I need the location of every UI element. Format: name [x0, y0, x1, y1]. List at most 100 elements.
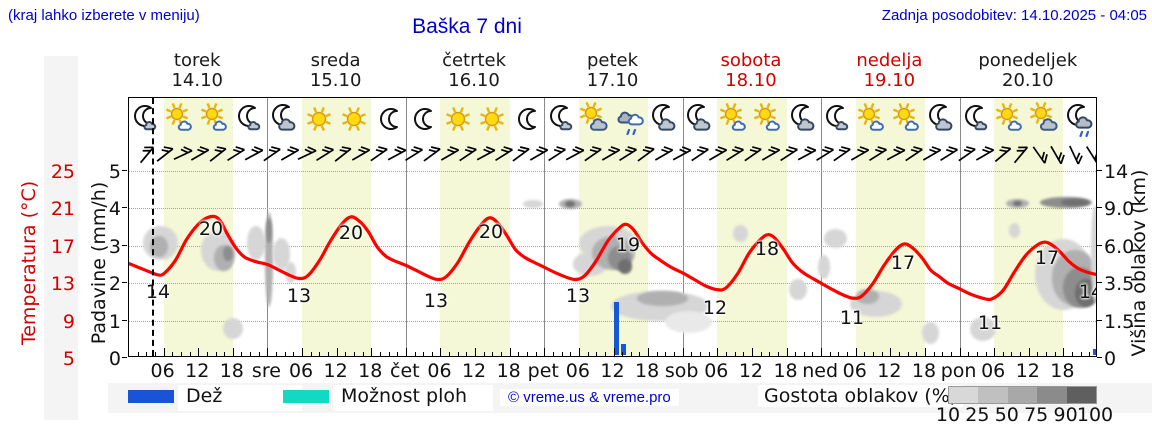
wind-barb-icon	[973, 143, 997, 167]
sun-graycloud-icon	[1028, 101, 1064, 137]
temp-tick: 17	[50, 235, 75, 258]
axis-tick	[700, 352, 702, 356]
cloud-blob	[222, 317, 243, 340]
wind-barb-icon	[991, 143, 1015, 167]
precip-tick: 4	[108, 198, 121, 221]
temp-value-label: 13	[286, 285, 312, 307]
axis-tick	[725, 352, 727, 356]
day-separator	[544, 98, 546, 356]
x-label-06: 06	[981, 360, 1006, 382]
axis-tick	[829, 352, 831, 356]
axis-tick	[570, 352, 572, 356]
axis-tick	[276, 352, 278, 356]
day-name: torek	[173, 50, 221, 71]
day-date: 18.10	[725, 70, 777, 91]
precip-tick: 3	[108, 235, 121, 258]
wind-barb-icon	[1009, 143, 1033, 167]
x-label-sob: sob	[664, 360, 699, 382]
temp-value-label: 17	[890, 252, 916, 274]
axis-tick	[985, 352, 987, 356]
moon-icon	[509, 101, 545, 137]
day-separator	[405, 98, 407, 356]
wind-barb-icon	[349, 143, 373, 167]
x-label-12: 12	[600, 360, 625, 382]
axis-tick	[838, 352, 840, 356]
day-header-sobota: sobota 18.10	[720, 51, 781, 91]
cloud-blob	[665, 311, 712, 334]
left-margin-strip	[44, 56, 78, 420]
cloud-height-tick: 3.5	[1104, 273, 1135, 296]
meteogram-plot: 14 20 13 20 13 20 13 19 12 18 11 17 11 17 14	[128, 97, 1097, 357]
cloud-height-tick: 6.0	[1104, 235, 1135, 258]
gridline	[129, 171, 1096, 172]
axis-tick	[665, 352, 667, 356]
day-name: ponedeljek	[978, 50, 1078, 71]
axis-tick	[803, 352, 805, 356]
gridline	[129, 320, 1096, 322]
temp-value-label: 14	[1078, 281, 1096, 303]
temp-tick: 5	[62, 348, 75, 370]
x-label-12: 12	[738, 360, 764, 382]
axis-tick	[526, 352, 528, 356]
x-label-18: 18	[496, 360, 521, 382]
sun-cloud-icon	[855, 101, 891, 137]
wind-barb-icon	[1062, 143, 1086, 167]
axis-tick	[284, 352, 286, 356]
x-label-06: 06	[704, 360, 729, 382]
x-label-pet: pet	[527, 360, 559, 382]
axis-tick	[414, 352, 416, 356]
x-label-18: 18	[635, 360, 660, 382]
axis-tick	[968, 352, 970, 356]
x-label-12: 12	[461, 360, 487, 382]
day-separator	[959, 98, 961, 356]
daytime-band	[163, 98, 233, 356]
day-date: 17.10	[586, 70, 639, 91]
day-header-sreda: sreda 15.10	[310, 51, 362, 91]
x-label-06: 06	[842, 360, 867, 382]
gradient-segment	[1007, 387, 1038, 403]
wind-barb-icon	[937, 143, 961, 167]
axis-tick	[206, 352, 208, 356]
cloud-blob	[855, 288, 879, 304]
wind-barb-icon	[795, 143, 819, 167]
axis-tick	[483, 352, 485, 356]
axis-tick	[552, 352, 554, 356]
sun-graycloud-icon	[578, 101, 614, 137]
axis-tick	[717, 348, 719, 356]
rain-bar	[1092, 348, 1096, 355]
axis-tick	[639, 352, 641, 356]
gridline	[129, 283, 1096, 285]
wind-barb-icon	[135, 143, 159, 167]
axis-tick	[734, 352, 736, 356]
wind-barb-icon	[920, 143, 944, 167]
axis-tick	[760, 352, 762, 356]
wind-barb-icon	[652, 143, 676, 167]
axis-tick	[423, 352, 425, 356]
x-label-06: 06	[427, 360, 452, 382]
cloud-height-tick: 0	[1104, 348, 1117, 370]
axis-tick	[777, 352, 779, 356]
cloud-blob	[969, 316, 996, 341]
axis-tick	[215, 352, 217, 356]
wind-barb-icon	[385, 143, 409, 167]
gradient-segment	[978, 387, 1009, 403]
moon-bigcloud-icon	[924, 101, 960, 137]
wind-barb-icon	[813, 143, 837, 167]
axis-tick	[864, 352, 866, 356]
x-label-12: 12	[1015, 360, 1040, 382]
cloud-blob	[1012, 200, 1022, 206]
day-name: petek	[586, 50, 639, 71]
axis-tick	[630, 352, 632, 356]
wind-barb-icon	[242, 143, 266, 167]
x-label-ned: ned	[802, 360, 839, 382]
temp-tick: 21	[50, 198, 75, 221]
axis-tick	[293, 352, 295, 356]
gridline	[129, 208, 1096, 210]
menu-hint: (kraj lahko izberete v meniju)	[8, 7, 200, 24]
axis-tick	[319, 352, 321, 356]
temp-tick: 9	[62, 310, 75, 333]
temp-tick: 25	[50, 161, 75, 183]
day-header-petek: petek 17.10	[587, 51, 639, 91]
wind-barb-icon	[616, 143, 640, 167]
cloud-height-tick: 9.0	[1104, 198, 1135, 221]
